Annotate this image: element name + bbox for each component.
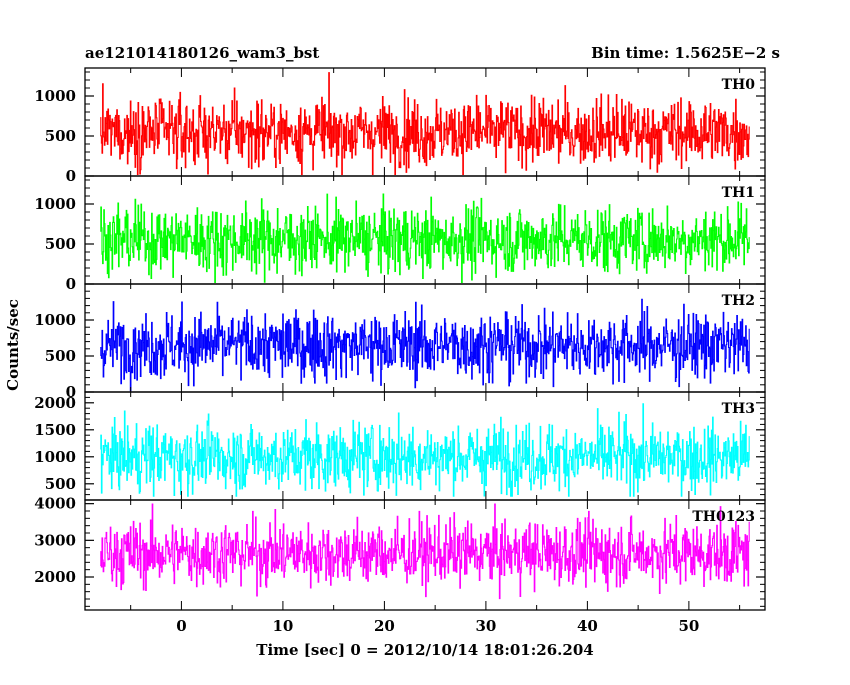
panels-group: 0 500 1000 TH0 0 500 1000 TH1 0 500 1000 TH2 500 1000… bbox=[34, 67, 766, 611]
x-tick-label: 30 bbox=[475, 617, 496, 635]
panel-th0: 0 500 1000 TH0 bbox=[34, 67, 766, 185]
y-tick-label: 500 bbox=[45, 475, 76, 493]
y-tick-label: 3000 bbox=[34, 531, 76, 549]
y-tick-label: 1000 bbox=[34, 448, 76, 466]
series-line-th0123 bbox=[100, 503, 750, 600]
series-line-th2 bbox=[100, 298, 750, 392]
x-tick-label: 40 bbox=[577, 617, 598, 635]
y-tick-label: 500 bbox=[45, 235, 76, 253]
panel-label-th0: TH0 bbox=[722, 77, 756, 93]
y-tick-label: 0 bbox=[66, 383, 76, 401]
y-tick-label: 1000 bbox=[34, 195, 76, 213]
y-tick-label: 4000 bbox=[34, 495, 76, 513]
y-tick-label: 2000 bbox=[34, 394, 76, 412]
panel-label-th2: TH2 bbox=[722, 293, 755, 309]
y-tick-label: 1000 bbox=[34, 311, 76, 329]
x-axis-label: Time [sec] 0 = 2012/10/14 18:01:26.204 bbox=[256, 641, 593, 659]
x-tick-label: 0 bbox=[176, 617, 186, 635]
x-tick-label: 20 bbox=[374, 617, 395, 635]
bin-time-label: Bin time: 1.5625E−2 s bbox=[591, 44, 780, 62]
series-line-th3 bbox=[100, 403, 750, 497]
x-axis: 0 10 20 30 40 50 bbox=[176, 617, 699, 635]
y-tick-label: 500 bbox=[45, 127, 76, 145]
y-axis-label: Counts/sec bbox=[4, 299, 22, 391]
y-tick-label: 0 bbox=[66, 167, 76, 185]
source-name-title: ae121014180126_wam3_bst bbox=[85, 44, 319, 62]
panel-label-th0123: TH0123 bbox=[692, 509, 755, 525]
panel-th3: 500 1000 1500 2000 TH3 bbox=[34, 391, 766, 501]
y-tick-label: 0 bbox=[66, 275, 76, 293]
panel-th2: 0 500 1000 TH2 bbox=[34, 283, 766, 401]
y-tick-label: 2000 bbox=[34, 568, 76, 586]
y-tick-label: 1500 bbox=[34, 421, 76, 439]
panel-label-th1: TH1 bbox=[722, 185, 755, 201]
panel-label-th3: TH3 bbox=[722, 401, 755, 417]
panel-th0123: 2000 3000 4000 TH0123 bbox=[34, 495, 766, 611]
x-tick-label: 50 bbox=[678, 617, 699, 635]
y-tick-label: 1000 bbox=[34, 87, 76, 105]
series-line-th1 bbox=[100, 193, 750, 283]
series-line-th0 bbox=[100, 72, 750, 175]
y-tick-label: 500 bbox=[45, 347, 76, 365]
x-tick-label: 10 bbox=[272, 617, 293, 635]
panel-th1: 0 500 1000 TH1 bbox=[34, 175, 766, 293]
